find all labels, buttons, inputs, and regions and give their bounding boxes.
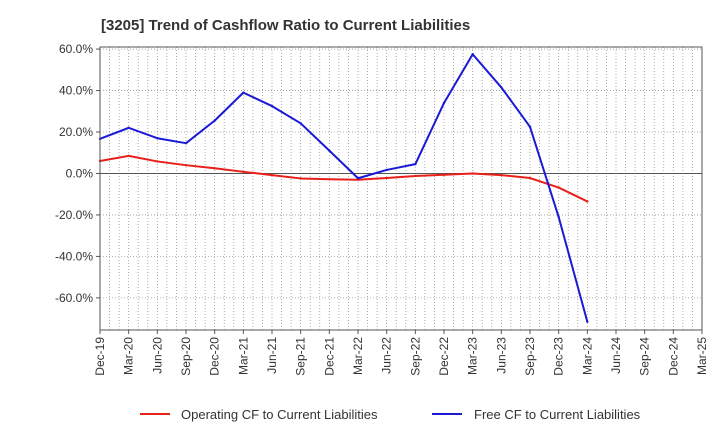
data-point (557, 215, 560, 219)
x-tick-label: Jun-23 (494, 337, 508, 374)
data-point (242, 91, 245, 94)
data-point (213, 167, 216, 170)
x-tick-label: Jun-22 (380, 337, 394, 374)
data-point (328, 149, 331, 152)
x-tick-label: Mar-24 (580, 337, 594, 375)
data-point (328, 178, 331, 181)
x-tick-label: Sep-20 (179, 337, 193, 376)
data-point (528, 125, 532, 129)
x-tick-label: Jun-21 (265, 337, 279, 374)
data-point (414, 162, 417, 166)
data-point (156, 137, 159, 140)
x-tick-label: Sep-21 (294, 337, 308, 376)
x-tick-label: Dec-19 (93, 337, 107, 376)
x-tick-label: Dec-24 (666, 337, 680, 376)
data-point (184, 141, 188, 145)
data-point (385, 168, 388, 172)
x-axis-ticks: Dec-19 Mar-20 Jun-20 Sep-20 Dec-20 Mar-21 Jun-… (93, 330, 709, 376)
data-point (299, 177, 302, 180)
data-point (356, 177, 360, 180)
x-tick-label: Dec-22 (437, 337, 451, 376)
data-point (270, 173, 274, 177)
data-point (557, 186, 560, 189)
series-line-1 (99, 154, 588, 203)
data-point (442, 173, 446, 176)
x-tick-label: Mar-23 (466, 337, 480, 375)
plot-frame (99, 46, 703, 331)
data-point (414, 174, 417, 178)
data-point (127, 126, 130, 130)
y-tick-label: 0.0% (66, 166, 94, 180)
legend-label-2: Free CF to Current Liabilities (474, 407, 641, 422)
data-point (127, 154, 130, 158)
y-tick-label: 60.0% (59, 42, 93, 56)
data-point (242, 170, 245, 174)
y-tick-label: 40.0% (59, 84, 93, 98)
series-line-2 (99, 53, 589, 322)
data-point (586, 200, 589, 203)
x-tick-label: Sep-24 (638, 337, 652, 376)
x-tick-label: Mar-21 (236, 337, 250, 375)
grid (100, 47, 702, 330)
chart-title: [3205] Trend of Cashflow Ratio to Curren… (101, 17, 470, 34)
series-lines (98, 53, 589, 323)
x-tick-label: Mar-22 (351, 337, 365, 375)
x-tick-label: Jun-20 (150, 337, 164, 374)
y-tick-label: -40.0% (55, 249, 93, 263)
data-point (471, 172, 474, 175)
x-tick-label: Mar-20 (122, 337, 136, 375)
data-point (528, 176, 532, 180)
data-point (586, 320, 589, 323)
y-tick-label: 20.0% (59, 125, 93, 139)
data-point (156, 160, 159, 163)
data-point (270, 104, 274, 108)
legend-label-1: Operating CF to Current Liabilities (181, 407, 378, 422)
x-tick-label: Dec-21 (322, 337, 336, 376)
x-tick-label: Dec-20 (208, 337, 222, 376)
data-point (213, 119, 216, 122)
data-point (500, 173, 503, 177)
x-tick-label: Jun-24 (609, 337, 623, 374)
data-point (385, 176, 388, 180)
data-point (299, 122, 302, 125)
data-point (471, 53, 474, 56)
y-tick-label: -60.0% (55, 291, 93, 305)
data-point (442, 101, 446, 105)
data-point (184, 163, 188, 167)
y-axis-ticks: 60.0% 40.0% 20.0% 0.0% -20.0% -40.0% -60.0% (55, 42, 100, 305)
data-point (500, 86, 503, 89)
legend: Operating CF to Current Liabilities Free … (140, 407, 641, 422)
x-tick-label: Mar-25 (695, 337, 709, 375)
x-tick-label: Sep-22 (408, 337, 422, 376)
x-tick-label: Dec-23 (552, 337, 566, 376)
y-tick-label: -20.0% (55, 208, 93, 222)
x-tick-label: Sep-23 (523, 337, 537, 376)
